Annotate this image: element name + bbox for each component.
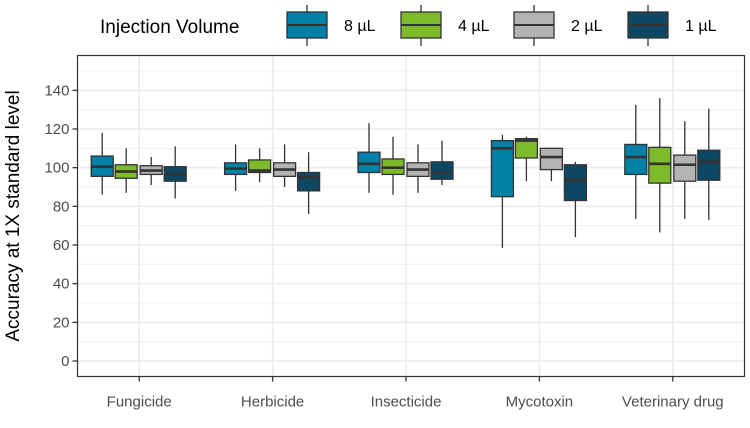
box-1L-insecticide [430,140,454,186]
y-tick-label: 120 [44,121,69,138]
box-iqr [296,171,321,192]
box-4L-fungicide [114,148,138,193]
x-tick-label: Herbicide [241,394,304,411]
box-1L-mycotoxin [563,161,588,238]
y-axis: 0 20 40 60 80 100 120 140 [44,82,78,370]
grid [77,55,745,377]
legend-label: 8 µL [344,18,376,35]
box-iqr [539,147,564,171]
box-1L-veterinary-drug [697,108,721,220]
x-tick-label: Mycotoxin [506,394,574,411]
legend-item: 1 µL [627,5,717,46]
x-tick-label: Veterinary drug [622,394,724,411]
x-axis: Fungicide Herbicide Insecticide Mycotoxin Ve… [107,376,724,411]
box-1L-fungicide [163,146,187,199]
legend-title: Injection Volume [100,17,239,38]
box-2L-insecticide [406,144,430,193]
box-iqr [648,146,672,184]
box-iqr [697,149,721,181]
box-iqr [673,154,697,182]
legend-item: 4 µL [400,5,490,46]
box-8L-veterinary-drug [624,104,648,219]
box-iqr [430,161,454,180]
x-tick-label: Fungicide [107,394,172,411]
y-tick-label: 80 [53,198,70,215]
legend-keys: 8 µL 4 µL 2 µL 1 µL [286,5,717,46]
legend-item: 8 µL [286,5,376,46]
box-2L-herbicide [272,144,297,187]
y-tick-label: 140 [44,82,69,99]
y-axis-title: Accuracy at 1X standard level [3,90,24,341]
box-2L-veterinary-drug [673,121,697,219]
box-2L-mycotoxin [539,147,564,182]
boxes [90,98,721,248]
box-4L-insecticide [381,136,405,195]
box-iqr [490,139,515,198]
y-tick-label: 100 [44,160,69,177]
y-tick-label: 0 [61,353,69,370]
panel-border [76,54,746,378]
box-4L-veterinary-drug [648,98,672,233]
box-iqr [514,138,539,159]
x-tick-label: Insecticide [371,394,442,411]
box-8L-fungicide [90,132,114,195]
box-iqr [563,164,588,202]
box-4L-herbicide [247,148,272,183]
legend-label: 4 µL [458,18,490,35]
panel-background [77,55,745,377]
box-4L-mycotoxin [514,136,539,182]
legend-label: 2 µL [571,18,603,35]
box-8L-herbicide [223,144,248,191]
y-tick-label: 20 [53,314,70,331]
legend-label: 1 µL [685,18,717,35]
box-1L-herbicide [296,152,321,215]
y-tick-label: 40 [53,276,70,293]
box-2L-fungicide [139,157,163,186]
box-iqr [624,143,648,176]
y-tick-label: 60 [53,237,70,254]
box-iqr [357,151,381,174]
box-8L-mycotoxin [490,134,515,248]
legend-item: 2 µL [513,5,603,46]
legend: Injection Volume 8 µL 4 µL 2 µL 1 µL [100,5,717,46]
box-8L-insecticide [357,123,381,193]
